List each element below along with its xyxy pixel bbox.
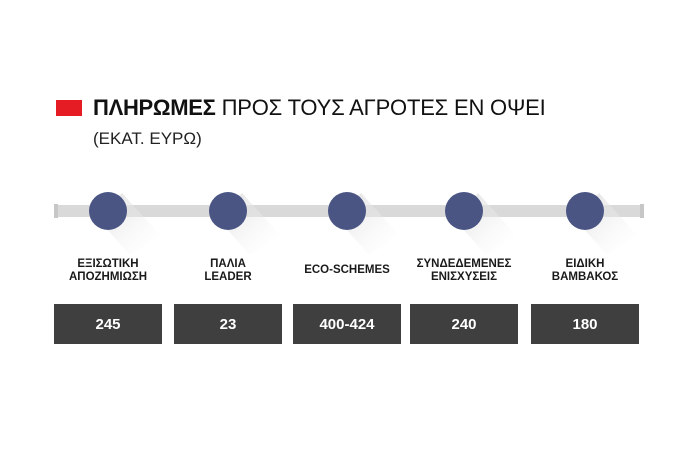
value-label: 400-424: [319, 316, 375, 333]
value-box: [174, 304, 282, 344]
value-box: [293, 304, 401, 344]
title-row: ΠΛΗΡΩΜΕΣ ΠΡΟΣ ΤΟΥΣ ΑΓΡΟΤΕΣ ΕΝ ΟΨΕΙ: [56, 93, 546, 123]
category-label: ΣΥΝΔΕΔΕΜΕΝΕΣ: [417, 258, 512, 270]
value-label: 23: [220, 316, 237, 333]
timeline-node: [328, 192, 366, 230]
timeline-node: [566, 192, 604, 230]
category-label: ΑΠΟΖΗΜΙΩΣΗ: [69, 271, 147, 283]
category-label: ΒΑΜΒΑΚΟΣ: [552, 271, 619, 283]
value-label: 245: [95, 316, 120, 333]
title-marker: [56, 100, 82, 116]
track-end-cap: [54, 204, 58, 218]
value-box: [54, 304, 162, 344]
category-label: ΕΙΔΙΚΗ: [566, 258, 605, 270]
value-label: 180: [572, 316, 597, 333]
timeline-node: [209, 192, 247, 230]
category-label: ΠΑΛΙΑ: [210, 258, 246, 270]
category-label: ΕΝΙΣΧΥΣΕΙΣ: [431, 271, 497, 283]
track-end-cap: [640, 204, 644, 218]
value-box: [410, 304, 518, 344]
value-box: [531, 304, 639, 344]
timeline-node: [89, 192, 127, 230]
title-bold: ΠΛΗΡΩΜΕΣ: [93, 95, 216, 120]
category-label: ΕΞΙΣΩΤΙΚΗ: [77, 258, 138, 270]
timeline-node: [445, 192, 483, 230]
value-label: 240: [451, 316, 476, 333]
title-rest: ΠΡΟΣ ΤΟΥΣ ΑΓΡΟΤΕΣ ΕΝ ΟΨΕΙ: [221, 95, 546, 120]
subtitle: (ΕΚΑΤ. ΕΥΡΩ): [93, 129, 202, 148]
category-label: LEADER: [204, 271, 252, 283]
category-label: ECO-SCHEMES: [304, 264, 390, 276]
